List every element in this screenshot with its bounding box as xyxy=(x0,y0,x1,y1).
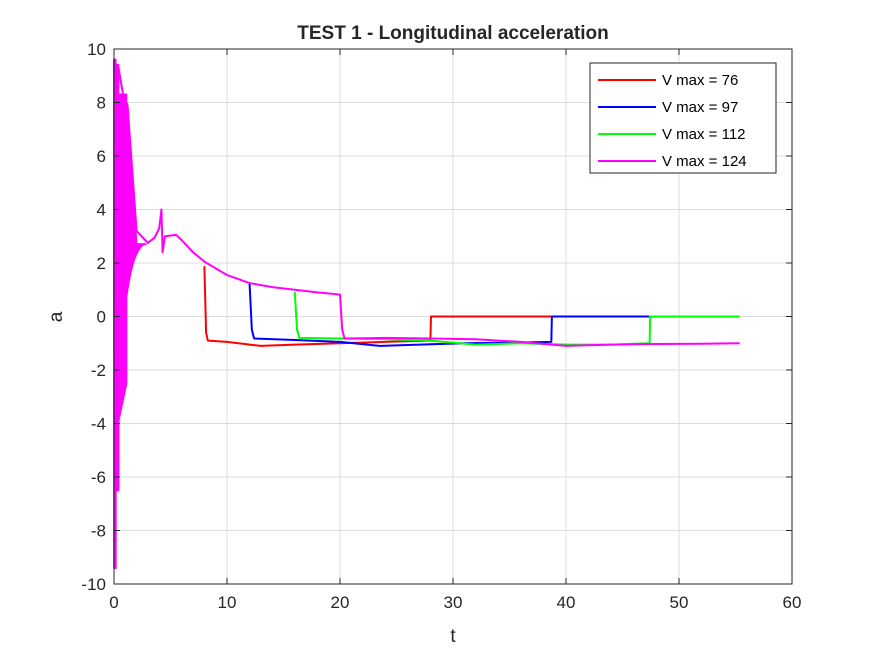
y-tick-label-4: -2 xyxy=(91,361,106,380)
legend-label-2: V max = 112 xyxy=(662,126,746,143)
y-tick-label-9: 8 xyxy=(97,94,106,113)
x-tick-label-2: 20 xyxy=(331,593,350,612)
series-3-line xyxy=(113,61,740,347)
legend-label-1: V max = 97 xyxy=(662,99,738,116)
x-tick-label-4: 40 xyxy=(557,593,576,612)
series-0-line xyxy=(203,266,553,347)
legend: V max = 76 V max = 97 V max = 112 V max = 1… xyxy=(589,62,777,174)
x-axis: 0 10 20 30 40 50 60 xyxy=(109,49,801,612)
series-2 xyxy=(293,291,740,346)
x-tick-label-5: 50 xyxy=(670,593,689,612)
series-3 xyxy=(113,58,740,569)
x-tick-label-3: 30 xyxy=(444,593,463,612)
legend-box xyxy=(589,62,777,174)
y-tick-label-10: 10 xyxy=(87,40,106,59)
y-tick-label-2: -6 xyxy=(91,468,106,487)
x-tick-label-0: 0 xyxy=(109,593,118,612)
y-tick-label-0: -10 xyxy=(81,575,106,594)
legend-label-3: V max = 124 xyxy=(662,153,747,170)
y-tick-label-3: -4 xyxy=(91,415,106,434)
y-axis-label: a xyxy=(46,311,67,322)
series-1-line xyxy=(248,283,650,347)
x-tick-label-1: 10 xyxy=(218,593,237,612)
y-axis: -10 -8 -6 -4 -2 0 2 4 6 8 10 xyxy=(81,40,792,594)
series-2-line xyxy=(293,291,740,346)
chart-title: TEST 1 - Longitudinal acceleration xyxy=(297,23,608,44)
y-tick-label-6: 2 xyxy=(97,254,106,273)
series-group xyxy=(113,58,740,569)
y-tick-label-1: -8 xyxy=(91,522,106,541)
y-tick-label-5: 0 xyxy=(97,308,106,327)
x-axis-label: t xyxy=(450,626,456,647)
series-0 xyxy=(203,266,553,347)
series-1 xyxy=(248,283,650,347)
legend-label-0: V max = 76 xyxy=(662,72,738,89)
x-tick-label-6: 60 xyxy=(783,593,802,612)
y-tick-label-7: 4 xyxy=(97,201,106,220)
y-tick-label-8: 6 xyxy=(97,147,106,166)
